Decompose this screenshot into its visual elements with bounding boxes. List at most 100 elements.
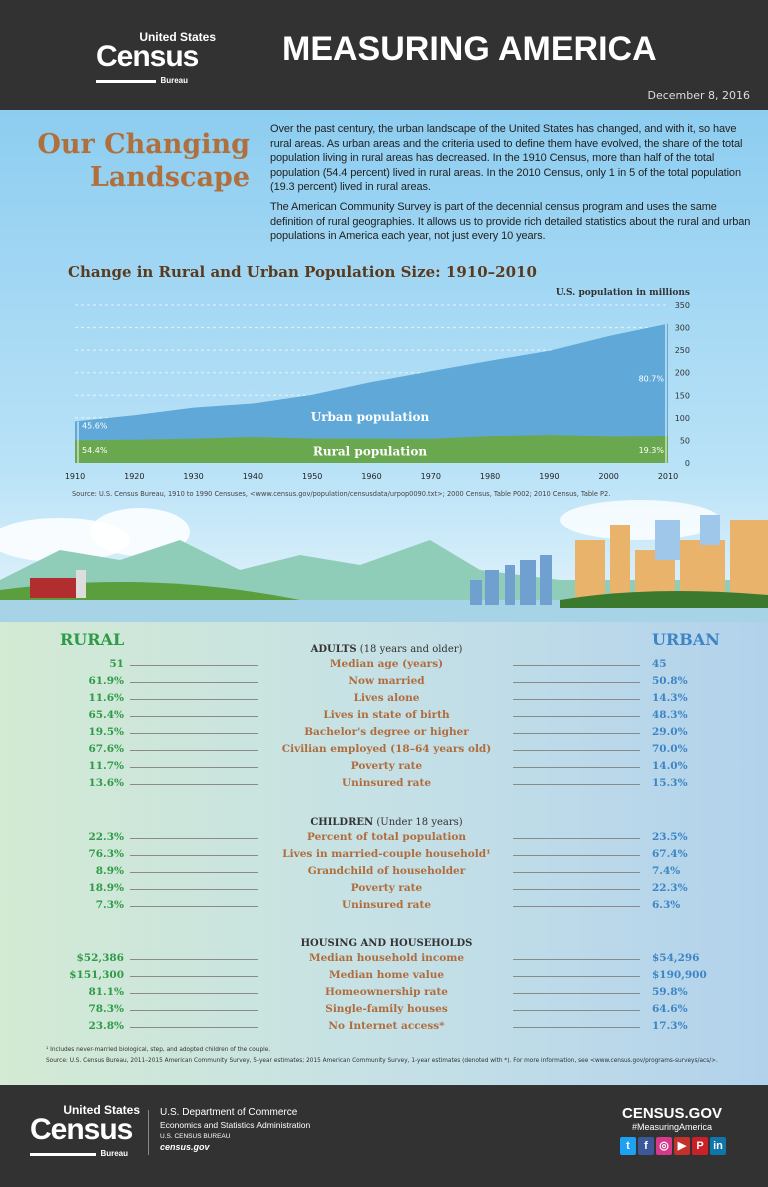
stat-label: Uninsured rate	[341, 899, 432, 911]
footer-census-logo: United States Census Bureau	[30, 1103, 140, 1161]
stat-row: 11.6% Lives alone 14.3%	[0, 692, 768, 708]
section-title: HOUSING AND HOUSEHOLDS	[300, 938, 473, 949]
divider-line	[130, 1010, 258, 1011]
divider-line	[130, 976, 258, 977]
stat-label: Lives alone	[353, 692, 420, 704]
stat-label: Poverty rate	[350, 882, 423, 894]
section-heading: ADULTS (18 years and older)	[260, 644, 513, 655]
stat-label: Uninsured rate	[341, 777, 432, 789]
footnote: ¹ Includes never-married biological, ste…	[46, 1047, 271, 1053]
urban-value: 23.5%	[652, 831, 688, 843]
stat-row: 7.3% Uninsured rate 6.3%	[0, 899, 768, 915]
divider-line	[130, 716, 258, 717]
y-tick-label: 300	[675, 324, 690, 333]
stats-section: RURAL URBAN ADULTS (18 years and older) 5…	[0, 622, 768, 1085]
x-tick-label: 1980	[480, 472, 500, 480]
rural-value: $151,300	[69, 969, 124, 981]
sky-section: Our Changing Landscape Over the past cen…	[0, 110, 768, 622]
logo-main: Census	[96, 40, 199, 73]
intro-text: Over the past century, the urban landsca…	[270, 122, 760, 249]
divider-line	[513, 716, 640, 717]
stat-label: Median age (years)	[329, 658, 444, 670]
census-gov-link[interactable]: CENSUS.GOV	[621, 1105, 723, 1122]
rural-value: 65.4%	[88, 709, 124, 721]
rural-value: 61.9%	[88, 675, 124, 687]
annotation: 19.3%	[639, 446, 665, 455]
urban-value: $54,296	[652, 952, 700, 964]
annotation: 45.6%	[82, 422, 108, 431]
pinterest-icon[interactable]: P	[692, 1137, 708, 1155]
stat-label: No Internet access*	[328, 1020, 445, 1032]
rural-value: 81.1%	[88, 986, 124, 998]
stat-label: Grandchild of householder	[307, 865, 466, 877]
stat-row: 13.6% Uninsured rate 15.3%	[0, 777, 768, 793]
divider-line	[513, 699, 640, 700]
section-subtitle: (Under 18 years)	[373, 817, 463, 828]
youtube-icon[interactable]: ▶	[674, 1137, 690, 1155]
heading-line: Landscape	[89, 162, 250, 193]
stats-source: Source: U.S. Census Bureau, 2011–2015 Am…	[46, 1058, 718, 1064]
logo-top: United States	[139, 30, 216, 44]
linkedin-icon[interactable]: in	[710, 1137, 726, 1155]
series-label-rural: Rural population	[313, 445, 427, 459]
stat-row: 61.9% Now married 50.8%	[0, 675, 768, 691]
urban-value: $190,900	[652, 969, 707, 981]
rural-value: 22.3%	[88, 831, 124, 843]
population-chart: 0 50 100 150 200 250 300 350 U.S. population in …	[65, 288, 690, 480]
rural-value: 18.9%	[88, 882, 124, 894]
urban-label: URBAN	[652, 630, 720, 649]
stat-row: 51 Median age (years) 45	[0, 658, 768, 674]
rural-value: 51	[109, 658, 124, 670]
rural-value: 76.3%	[88, 848, 124, 860]
divider-line	[130, 906, 258, 907]
landscape-illustration	[0, 500, 768, 622]
stat-label: Poverty rate	[350, 760, 423, 772]
urban-value: 22.3%	[652, 882, 688, 894]
urban-value: 67.4%	[652, 848, 688, 860]
divider-line	[130, 682, 258, 683]
instagram-icon[interactable]: ◎	[656, 1137, 672, 1155]
facebook-icon[interactable]: f	[638, 1137, 654, 1155]
twitter-icon[interactable]: t	[620, 1137, 636, 1155]
site-link[interactable]: census.gov	[160, 1142, 210, 1152]
divider-line	[513, 889, 640, 890]
divider-line	[513, 784, 640, 785]
stat-row: 18.9% Poverty rate 22.3%	[0, 882, 768, 898]
annotation: 80.7%	[639, 375, 665, 384]
y-tick-label: 100	[675, 414, 690, 423]
intro-paragraph: Over the past century, the urban landsca…	[270, 123, 743, 194]
divider-line	[130, 993, 258, 994]
rural-value: $52,386	[76, 952, 125, 964]
logo-sub: Bureau	[160, 76, 189, 85]
divider-line	[513, 906, 640, 907]
urban-value: 29.0%	[652, 726, 688, 738]
stat-label: Civilian employed (18–64 years old)	[281, 743, 492, 755]
urban-value: 64.6%	[652, 1003, 688, 1015]
stat-label: Median home value	[328, 969, 445, 981]
rural-value: 23.8%	[88, 1020, 124, 1032]
x-tick-label: 2010	[658, 472, 678, 480]
bureau-name: U.S. CENSUS BUREAU	[160, 1133, 231, 1140]
divider-line	[513, 855, 640, 856]
footer-divider	[148, 1110, 149, 1155]
rural-value: 67.6%	[88, 743, 124, 755]
census-logo: United States Census Bureau	[96, 30, 216, 88]
rural-label: RURAL	[60, 630, 125, 649]
divider-line	[513, 682, 640, 683]
stat-row: 23.8% No Internet access* 17.3%	[0, 1020, 768, 1036]
stat-label: Bachelor's degree or higher	[304, 726, 469, 738]
divider-line	[513, 1010, 640, 1011]
divider-line	[513, 959, 640, 960]
header: United States Census Bureau MEASURING AM…	[0, 0, 768, 110]
stat-row: $151,300 Median home value $190,900	[0, 969, 768, 985]
section-heading: CHILDREN (Under 18 years)	[260, 817, 513, 828]
series-label-urban: Urban population	[311, 410, 430, 424]
logo-bar	[96, 80, 156, 83]
divider-line	[130, 699, 258, 700]
stat-label: Lives in state of birth	[323, 709, 450, 721]
y-tick-label: 50	[680, 436, 690, 445]
x-tick-label: 1930	[183, 472, 203, 480]
rural-value: 19.5%	[88, 726, 124, 738]
divider-line	[130, 1027, 258, 1028]
